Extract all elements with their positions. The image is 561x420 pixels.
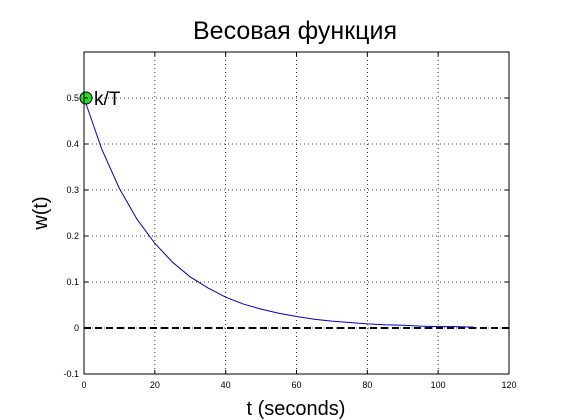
x-tick-label: 20 <box>150 380 160 390</box>
y-tick-label: 0.2 <box>66 231 79 241</box>
y-tick-label: 0.5 <box>66 93 79 103</box>
x-tick-label: 0 <box>81 380 86 390</box>
x-tick-label: 100 <box>431 380 446 390</box>
x-tick-label: 60 <box>291 380 301 390</box>
y-axis-label: w(t) <box>30 196 52 230</box>
y-tick-label: 0.1 <box>66 277 79 287</box>
x-tick-label: 40 <box>221 380 231 390</box>
annotation-label: k/T <box>94 89 121 110</box>
x-tick-label: 120 <box>501 380 516 390</box>
y-tick-label: -0.1 <box>63 369 79 379</box>
x-tick-label: 80 <box>362 380 372 390</box>
y-tick-label: 0 <box>74 323 79 333</box>
x-axis-label: t (seconds) <box>247 398 346 420</box>
y-tick-label: 0.4 <box>66 139 79 149</box>
chart-title: Весовая функция <box>193 17 397 45</box>
y-tick-label: 0.3 <box>66 185 79 195</box>
